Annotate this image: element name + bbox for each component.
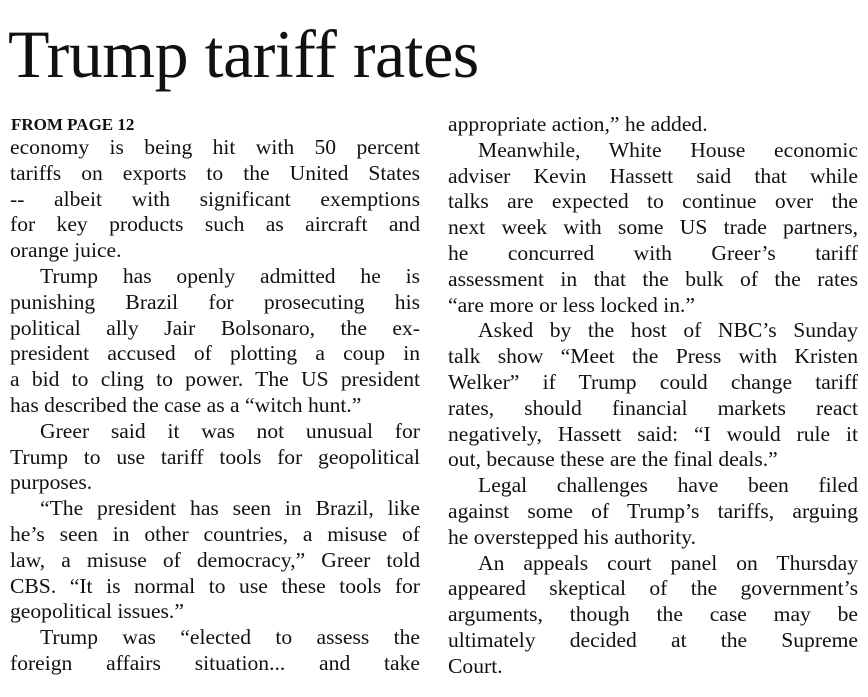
text-line: Asked by the host of NBC’s Sunday [478,318,858,343]
text-line: -- albeit with significant exemptions [10,186,420,211]
text-line: orange juice. [10,238,122,263]
text-line: punishing Brazil for prosecuting his [10,289,420,314]
text-line: Legal challenges have been filed [478,473,858,498]
paragraph: Legal challenges have been filed against … [448,473,858,550]
column: appropriate action,” he added. Meanwhile,… [448,112,858,680]
text-line: “The president has seen in Brazil, like [40,496,420,521]
text-line: appeared skeptical of the government’s [448,576,858,601]
text-line: CBS. “It is normal to use these tools fo… [10,573,420,598]
paragraph: Trump has openly admitted he is punishing… [10,264,420,419]
text-line: geopolitical issues.” [10,599,184,624]
text-line: Trump was “elected to assess the [40,625,420,650]
text-line: tariffs on exports to the United States [10,160,420,185]
text-line: next week with some US trade partners, [448,215,858,240]
text-line: out, because these are the final deals.” [448,447,778,472]
text-line: Court. [448,653,503,678]
paragraph: economy is being hit with 50 percent tari… [10,135,420,264]
text-line: he concurred with Greer’s tariff [448,240,858,265]
paragraph: “The president has seen in Brazil, like h… [10,496,420,625]
text-line: Meanwhile, White House economic [478,137,858,162]
text-line: ultimately decided at the Supreme [448,627,858,652]
text-line: law, a misuse of democracy,” Greer told [10,547,420,572]
paragraph: Meanwhile, White House economic adviser K… [448,138,858,319]
text-line: talk show “Meet the Press with Kristen [448,344,858,369]
paragraph: An appeals court panel on Thursday appear… [448,551,858,680]
text-line: a bid to cling to power. The US presiden… [10,367,420,392]
text-line: against some of Trump’s tariffs, arguing [448,498,858,523]
column: economy is being hit with 50 percent tari… [10,135,420,677]
text-line: Trump to use tariff tools for geopolitic… [10,444,420,469]
text-line: political ally Jair Bolsonaro, the ex- [10,315,420,340]
text-line: Welker” if Trump could change tariff [448,369,858,394]
text-line: talks are expected to continue over the [448,189,858,214]
text-line: arguments, though the case may be [448,602,858,627]
text-line: he overstepped his authority. [448,524,697,549]
text-line: has described the case as a “witch hunt.… [10,392,362,417]
kicker: FROM PAGE 12 [11,115,135,134]
text-line: “are more or less locked in.” [448,292,696,317]
text-line: negatively, Hassett said: “I would rule … [448,421,858,446]
text-line: he’s seen in other countries, a misuse o… [10,521,420,546]
text-line: rates, should financial markets react [448,395,858,420]
text-line: adviser Kevin Hassett said that while [448,163,858,188]
text-line: president accused of plotting a coup in [10,341,420,366]
text-line: foreign affairs situation... and take [10,650,420,675]
text-line: appropriate action,” he added. [448,112,708,136]
text-line: Greer said it was not unusual for [40,418,420,443]
paragraph: appropriate action,” he added. [448,112,858,138]
text-line: Trump has openly admitted he is [40,263,420,288]
text-line: assessment in that the bulk of the rates [448,266,858,291]
text-line: for key products such as aircraft and [10,212,420,237]
text-line: economy is being hit with 50 percent [10,135,420,159]
text-line: An appeals court panel on Thursday [478,550,858,575]
paragraph: Greer said it was not unusual for Trump t… [10,419,420,496]
headline: Trump tariff rates [8,16,479,92]
text-line: purposes. [10,470,93,495]
paragraph: Trump was “elected to assess the foreign … [10,625,420,677]
paragraph: Asked by the host of NBC’s Sunday talk sh… [448,318,858,473]
